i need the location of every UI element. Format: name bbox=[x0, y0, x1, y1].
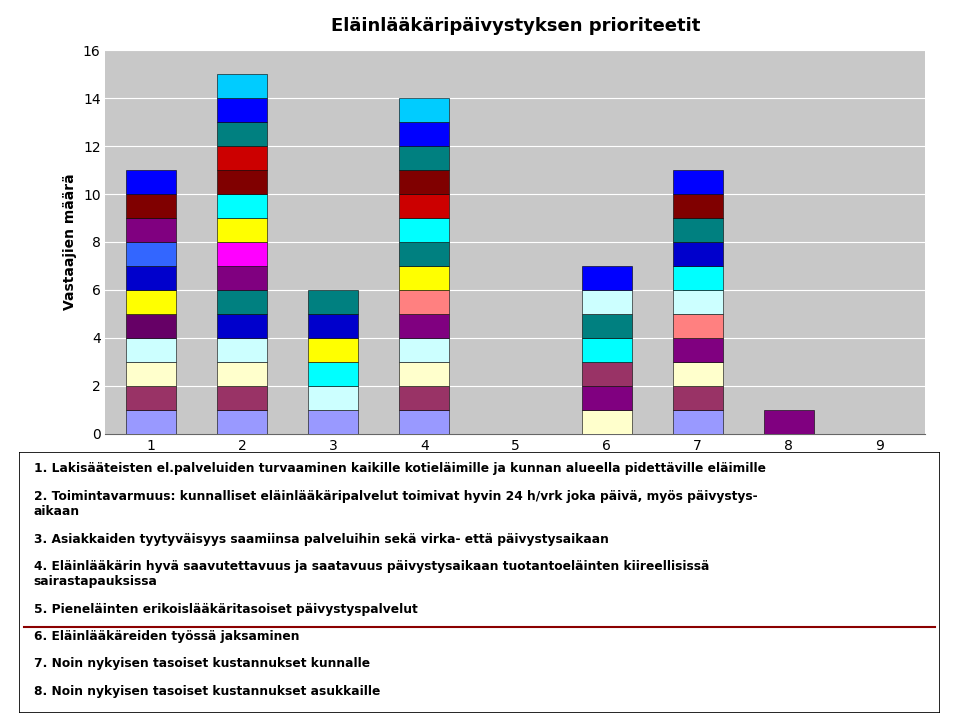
Bar bbox=[308, 314, 359, 338]
Bar bbox=[763, 410, 814, 434]
Text: 7. Noin nykyisen tasoiset kustannukset kunnalle: 7. Noin nykyisen tasoiset kustannukset k… bbox=[34, 657, 369, 670]
Bar bbox=[399, 362, 450, 386]
Bar bbox=[672, 218, 723, 242]
Bar bbox=[126, 218, 176, 242]
Bar bbox=[217, 362, 268, 386]
Bar bbox=[399, 314, 450, 338]
Bar bbox=[217, 194, 268, 218]
Bar bbox=[399, 290, 450, 314]
Bar bbox=[399, 146, 450, 170]
Bar bbox=[126, 386, 176, 410]
Text: 2. Toimintavarmuus: kunnalliset eläinlääkäripalvelut toimivat hyvin 24 h/vrk jok: 2. Toimintavarmuus: kunnalliset eläinlää… bbox=[34, 490, 758, 518]
Bar bbox=[126, 338, 176, 362]
Bar bbox=[672, 410, 723, 434]
Bar bbox=[217, 98, 268, 122]
Bar bbox=[217, 290, 268, 314]
Bar bbox=[126, 314, 176, 338]
Bar bbox=[399, 170, 450, 194]
Bar bbox=[308, 338, 359, 362]
Bar bbox=[126, 242, 176, 266]
Bar bbox=[399, 386, 450, 410]
Bar bbox=[126, 266, 176, 290]
Bar bbox=[581, 410, 632, 434]
Bar bbox=[217, 218, 268, 242]
Bar bbox=[217, 242, 268, 266]
Bar bbox=[399, 242, 450, 266]
Bar bbox=[217, 410, 268, 434]
X-axis label: Priorisoitavat asiat: Priorisoitavat asiat bbox=[433, 461, 597, 476]
Bar bbox=[308, 386, 359, 410]
Text: 6. Eläinlääkäreiden työssä jaksaminen: 6. Eläinlääkäreiden työssä jaksaminen bbox=[34, 630, 299, 643]
Text: 4. Eläinlääkärin hyvä saavutettavuus ja saatavuus päivystysaikaan tuotantoeläint: 4. Eläinlääkärin hyvä saavutettavuus ja … bbox=[34, 560, 709, 588]
Bar bbox=[581, 362, 632, 386]
Text: 3. Asiakkaiden tyytyväisyys saamiinsa palveluihin sekä virka- että päivystysaika: 3. Asiakkaiden tyytyväisyys saamiinsa pa… bbox=[34, 533, 608, 546]
Bar bbox=[126, 170, 176, 194]
Bar bbox=[217, 386, 268, 410]
Bar bbox=[672, 386, 723, 410]
Y-axis label: Vastaajien määrä: Vastaajien määrä bbox=[63, 174, 78, 310]
Bar bbox=[308, 362, 359, 386]
Bar bbox=[672, 266, 723, 290]
Bar bbox=[672, 290, 723, 314]
Bar bbox=[217, 74, 268, 98]
Text: 5. Pieneläinten erikoislääkäritasoiset päivystyspalvelut: 5. Pieneläinten erikoislääkäritasoiset p… bbox=[34, 603, 417, 616]
Bar bbox=[126, 290, 176, 314]
Text: 1. Lakisääteisten el.palveluiden turvaaminen kaikille kotieläimille ja kunnan al: 1. Lakisääteisten el.palveluiden turvaam… bbox=[34, 462, 765, 475]
Bar bbox=[581, 338, 632, 362]
Bar bbox=[126, 410, 176, 434]
Bar bbox=[581, 314, 632, 338]
Bar bbox=[308, 410, 359, 434]
Bar bbox=[399, 266, 450, 290]
Bar bbox=[399, 122, 450, 146]
Bar bbox=[672, 242, 723, 266]
Bar bbox=[581, 386, 632, 410]
Bar bbox=[217, 314, 268, 338]
Bar bbox=[672, 314, 723, 338]
Bar bbox=[399, 410, 450, 434]
Bar bbox=[308, 290, 359, 314]
Bar bbox=[399, 98, 450, 122]
Bar bbox=[217, 122, 268, 146]
Text: 8. Noin nykyisen tasoiset kustannukset asukkaille: 8. Noin nykyisen tasoiset kustannukset a… bbox=[34, 685, 380, 698]
Bar bbox=[126, 362, 176, 386]
Bar bbox=[672, 338, 723, 362]
Bar bbox=[672, 170, 723, 194]
Bar bbox=[399, 194, 450, 218]
Title: Eläinlääkäripäivystyksen prioriteetit: Eläinlääkäripäivystyksen prioriteetit bbox=[331, 16, 700, 34]
Bar bbox=[672, 194, 723, 218]
Bar bbox=[217, 170, 268, 194]
Bar bbox=[581, 266, 632, 290]
Bar bbox=[217, 266, 268, 290]
Bar bbox=[399, 218, 450, 242]
Bar bbox=[581, 290, 632, 314]
Bar bbox=[399, 338, 450, 362]
Bar bbox=[126, 194, 176, 218]
Bar bbox=[217, 146, 268, 170]
Bar bbox=[217, 338, 268, 362]
Bar bbox=[672, 362, 723, 386]
